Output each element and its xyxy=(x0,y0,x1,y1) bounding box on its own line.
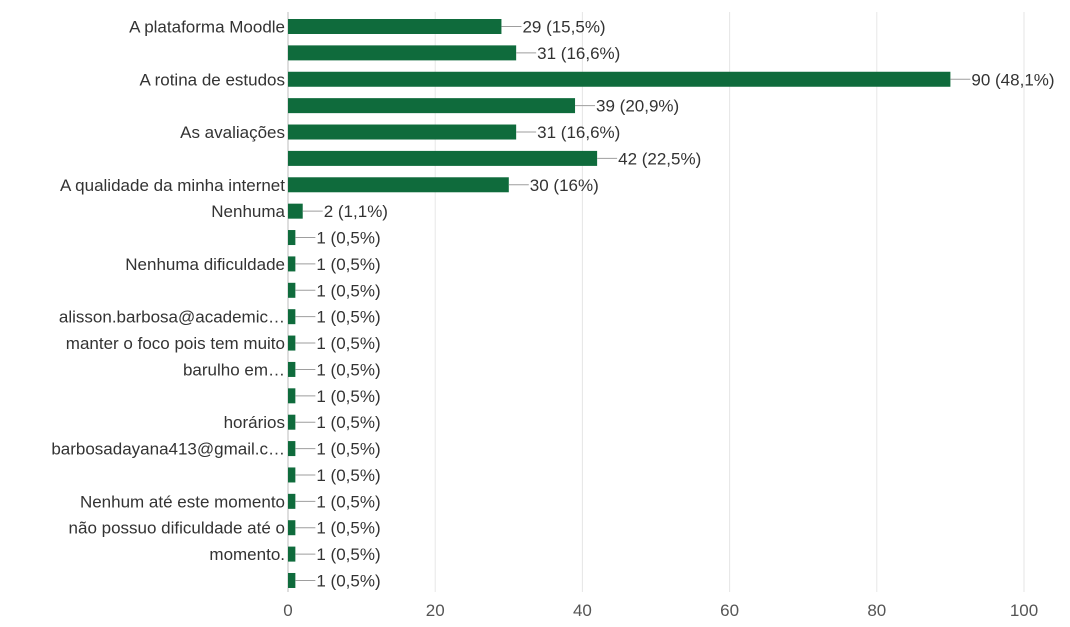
category-label: barulho em… xyxy=(183,360,285,379)
bar xyxy=(288,520,296,536)
bar-value-label: 1 (0,5%) xyxy=(316,387,380,406)
x-tick-label: 40 xyxy=(573,601,592,620)
bar-value-label: 1 (0,5%) xyxy=(316,255,380,274)
bar xyxy=(288,493,296,509)
bar xyxy=(288,256,296,272)
category-label: barbosadayana413@gmail.c… xyxy=(51,440,285,459)
bar xyxy=(288,203,303,219)
bar xyxy=(288,177,509,193)
x-tick-label: 20 xyxy=(426,601,445,620)
bar xyxy=(288,361,296,377)
bar-value-label: 1 (0,5%) xyxy=(316,308,380,327)
bar xyxy=(288,572,296,588)
bar-value-label: 1 (0,5%) xyxy=(316,492,380,511)
bar-value-label: 1 (0,5%) xyxy=(316,360,380,379)
bar xyxy=(288,335,296,351)
bar-value-label: 1 (0,5%) xyxy=(316,229,380,248)
bar xyxy=(288,467,296,483)
bar xyxy=(288,150,598,166)
x-tick-label: 80 xyxy=(867,601,886,620)
bar-value-label: 39 (20,9%) xyxy=(596,97,679,116)
bar-value-label: 31 (16,6%) xyxy=(537,123,620,142)
bar xyxy=(288,71,951,87)
bar-value-label: 31 (16,6%) xyxy=(537,44,620,63)
bar-value-label: 29 (15,5%) xyxy=(522,18,605,37)
category-label: A qualidade da minha internet xyxy=(60,176,285,195)
x-tick-label: 0 xyxy=(283,601,292,620)
category-label: Nenhum até este momento xyxy=(80,492,285,511)
category-label: não possuo dificuldade até o xyxy=(69,519,285,538)
category-label: alisson.barbosa@academic… xyxy=(59,308,285,327)
bar-value-label: 30 (16%) xyxy=(530,176,599,195)
category-label: manter o foco pois tem muito xyxy=(66,334,285,353)
category-label: A rotina de estudos xyxy=(139,70,285,89)
bar-value-label: 1 (0,5%) xyxy=(316,571,380,590)
x-tick-label: 100 xyxy=(1010,601,1038,620)
x-tick-label: 60 xyxy=(720,601,739,620)
category-labels: A plataforma Moodle A rotina de estudos As… xyxy=(51,18,285,565)
category-label: A plataforma Moodle xyxy=(129,18,285,37)
bar xyxy=(288,19,502,34)
bar-value-label: 42 (22,5%) xyxy=(618,149,701,168)
category-label: horários xyxy=(224,413,285,432)
bar-value-label: 1 (0,5%) xyxy=(316,545,380,564)
x-axis-ticks: 0 20 40 60 80 100 xyxy=(283,601,1038,620)
bar xyxy=(288,309,296,325)
category-label: As avaliações xyxy=(180,123,285,142)
bar xyxy=(288,230,296,246)
bar xyxy=(288,45,517,61)
bar-value-label: 2 (1,1%) xyxy=(324,202,388,221)
bars xyxy=(288,19,951,588)
bar xyxy=(288,124,517,140)
bar-value-label: 1 (0,5%) xyxy=(316,440,380,459)
bar-value-label: 1 (0,5%) xyxy=(316,466,380,485)
bar xyxy=(288,546,296,562)
category-label: momento. xyxy=(209,545,285,564)
bar-value-label: 1 (0,5%) xyxy=(316,334,380,353)
value-labels: 29 (15,5%) 31 (16,6%) 90 (48,1%) 39 (20,9%)… xyxy=(316,18,1054,591)
bar-value-label: 90 (48,1%) xyxy=(971,70,1054,89)
bar xyxy=(288,388,296,404)
category-label: Nenhuma xyxy=(211,202,285,221)
bar xyxy=(288,414,296,430)
bar xyxy=(288,98,576,114)
category-label: Nenhuma dificuldade xyxy=(125,255,285,274)
bar xyxy=(288,441,296,457)
bar-value-label: 1 (0,5%) xyxy=(316,519,380,538)
value-leaders xyxy=(295,26,971,581)
bar xyxy=(288,282,296,298)
bar-value-label: 1 (0,5%) xyxy=(316,281,380,300)
bar-value-label: 1 (0,5%) xyxy=(316,413,380,432)
